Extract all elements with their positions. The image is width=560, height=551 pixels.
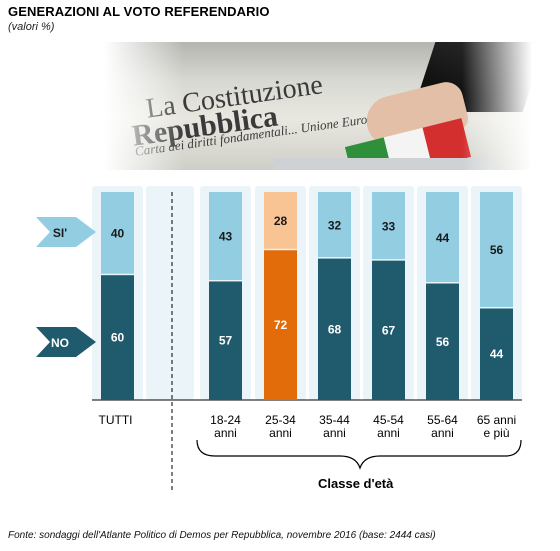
- bars: [101, 192, 513, 400]
- category-label: anni: [214, 426, 237, 440]
- bar-si: [372, 192, 405, 260]
- value-label-no: 67: [382, 323, 396, 337]
- chart-title: GENERAZIONI AL VOTO REFERENDARIO: [8, 4, 270, 19]
- category-label: e più: [483, 426, 509, 440]
- si-legend-label: SI': [53, 226, 67, 240]
- bar-si: [209, 192, 242, 280]
- category-label: 45-54: [373, 413, 404, 427]
- bar-no: [372, 260, 405, 400]
- age-group-label: Classe d'età: [318, 476, 394, 491]
- category-label: 25-34: [265, 413, 296, 427]
- si-arrow: [36, 217, 96, 247]
- value-label-si: 32: [328, 218, 342, 232]
- value-label-si: 56: [490, 243, 504, 257]
- constitution-photo: La Costituzione Repubblica Carta dei dir…: [104, 42, 532, 170]
- value-label-si: 40: [111, 227, 125, 241]
- category-label: anni: [323, 426, 346, 440]
- value-label-no: 57: [219, 334, 233, 348]
- chart-subtitle: (valori %): [8, 21, 55, 33]
- no-arrow: [36, 327, 96, 357]
- column-background-empty: [146, 186, 194, 400]
- bar-no: [101, 275, 134, 400]
- bar-no: [318, 258, 351, 400]
- source-footnote: Fonte: sondaggi dell'Atlante Politico di…: [8, 530, 436, 541]
- bar-si: [426, 192, 459, 283]
- bar-no: [426, 283, 459, 400]
- category-label: anni: [377, 426, 400, 440]
- bar-si: [101, 192, 134, 274]
- bar-si: [480, 192, 513, 307]
- value-label-si: 28: [274, 214, 288, 228]
- bar-no: [480, 308, 513, 400]
- bar-si: [318, 192, 351, 258]
- bar-no: [264, 250, 297, 400]
- value-label-no: 44: [490, 347, 504, 361]
- value-label-si: 44: [436, 231, 450, 245]
- legend-arrows: SI' NO: [36, 217, 96, 357]
- value-label-no: 56: [436, 335, 450, 349]
- category-label: 35-44: [319, 413, 350, 427]
- category-label: 55-64: [427, 413, 458, 427]
- ballot-box-slot: [274, 158, 494, 170]
- no-legend-label: NO: [51, 336, 69, 350]
- value-label-no: 60: [111, 331, 125, 345]
- category-label: TUTTI: [99, 413, 133, 427]
- bar-no: [209, 281, 242, 400]
- category-labels: TUTTI 18-24anni25-34anni35-44anni45-54ann…: [99, 413, 517, 440]
- value-label-no: 68: [328, 322, 342, 336]
- category-label: 65 anni: [477, 413, 516, 427]
- category-label: 18-24: [210, 413, 241, 427]
- value-label-si: 43: [219, 230, 233, 244]
- value-label-si: 33: [382, 219, 396, 233]
- age-group-brace: [196, 439, 522, 470]
- value-label-no: 72: [274, 318, 288, 332]
- value-labels: 40 60 43 57 28 72 32 68 33 67 44 56 56 44: [111, 214, 504, 361]
- bar-si: [264, 192, 297, 249]
- category-label: anni: [431, 426, 454, 440]
- category-label: anni: [269, 426, 292, 440]
